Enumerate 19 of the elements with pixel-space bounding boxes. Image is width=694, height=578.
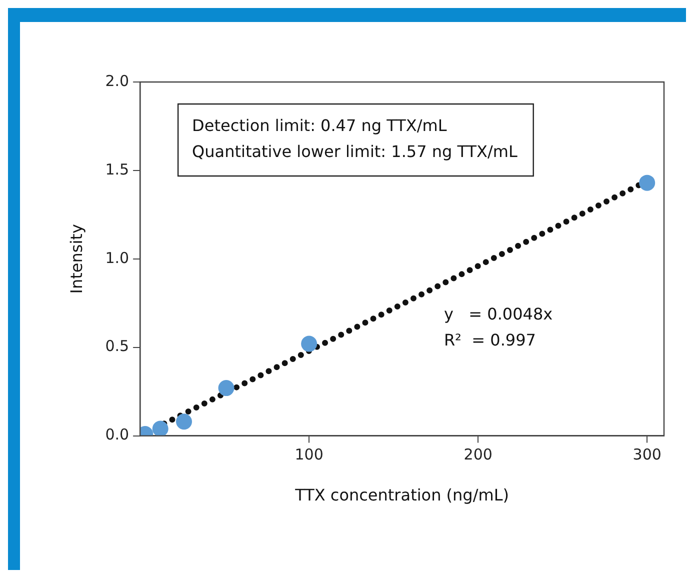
y-tick-label: 2.0 xyxy=(105,72,130,90)
point xyxy=(218,380,234,396)
point xyxy=(176,414,192,430)
x-tick-label: 100 xyxy=(294,446,324,464)
annotation: R² = 0.997 xyxy=(444,330,536,350)
y-tick-label: 0.5 xyxy=(105,337,130,356)
point xyxy=(152,420,168,436)
y-tick-label: 1.0 xyxy=(105,248,130,267)
point xyxy=(301,336,318,352)
annotation: Detection limit: 0.47 ng TTX/mL xyxy=(192,116,447,136)
y-tick-label: 1.5 xyxy=(105,160,130,178)
y-tick-label: 0.0 xyxy=(105,426,130,444)
x-axis-title: TTX concentration (ng/mL) xyxy=(294,486,509,505)
annotation: y = 0.0048x xyxy=(444,304,553,324)
annotation: Quantitative lower limit: 1.57 ng TTX/mL xyxy=(192,142,518,162)
x-tick-label: 200 xyxy=(464,446,492,464)
y-axis-title: Intensity xyxy=(66,224,86,294)
x-tick-label: 300 xyxy=(632,446,662,464)
point xyxy=(639,174,656,191)
